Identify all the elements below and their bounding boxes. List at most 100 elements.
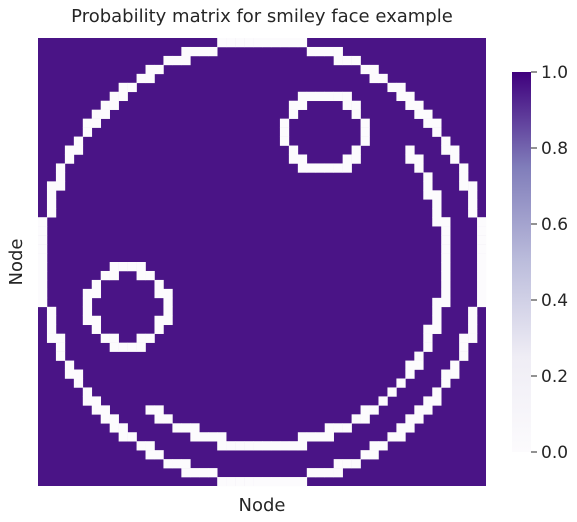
heatmap-cell	[46, 181, 57, 191]
heatmap-cell	[441, 145, 451, 155]
heatmap-cell	[154, 324, 164, 334]
heatmap-cell	[253, 38, 263, 48]
heatmap-cell	[100, 100, 110, 110]
heatmap-cell	[235, 38, 245, 48]
heatmap-cell	[324, 46, 334, 57]
heatmap-cell	[432, 127, 442, 137]
heatmap-cell	[136, 333, 146, 343]
heatmap-cell	[82, 387, 93, 397]
heatmap-cell	[253, 477, 263, 487]
heatmap-cell	[432, 306, 442, 317]
heatmap-cell	[217, 432, 227, 442]
heatmap-cell	[477, 253, 487, 263]
heatmap-cell	[477, 262, 487, 272]
heatmap-cell	[82, 396, 93, 406]
heatmap-cell	[279, 127, 290, 137]
heatmap-cell	[459, 351, 469, 361]
heatmap-cell	[235, 477, 245, 487]
heatmap-cell	[181, 55, 191, 66]
heatmap-cell	[441, 244, 451, 254]
y-axis-label: Node	[6, 239, 27, 286]
heatmap-cell	[459, 342, 469, 352]
heatmap-cell	[154, 414, 164, 424]
heatmap-cell	[145, 333, 155, 343]
heatmap-cell	[38, 297, 48, 308]
heatmap-cell	[226, 441, 236, 451]
heatmap-cell	[82, 118, 93, 128]
heatmap-cell	[55, 342, 66, 352]
heatmap-cell	[64, 360, 75, 370]
heatmap-cell	[405, 91, 415, 102]
heatmap-cell	[244, 441, 254, 451]
heatmap-cell	[46, 190, 57, 200]
heatmap-cell	[477, 279, 487, 290]
heatmap-cell	[459, 172, 469, 182]
heatmap-cell	[288, 145, 299, 155]
heatmap-cell	[82, 315, 93, 326]
heatmap-cell	[270, 441, 281, 451]
heatmap-cell	[38, 279, 48, 290]
heatmap-cell	[351, 414, 361, 424]
heatmap-cell	[91, 288, 102, 299]
heatmap-cell	[360, 405, 370, 415]
heatmap-cell	[190, 432, 200, 442]
heatmap-cell	[405, 360, 415, 370]
heatmap-cell	[360, 450, 370, 460]
heatmap-cell	[423, 190, 433, 200]
heatmap-cell	[163, 288, 173, 299]
heatmap-cell	[91, 324, 102, 334]
heatmap-cell	[396, 432, 406, 442]
colorbar	[512, 72, 531, 452]
heatmap-cell	[450, 369, 460, 379]
heatmap-cell	[432, 190, 442, 200]
heatmap-cell	[100, 414, 110, 424]
heatmap-cell	[306, 468, 317, 478]
heatmap-cell	[441, 262, 451, 272]
heatmap-cell	[315, 91, 326, 102]
heatmap-cell	[468, 315, 478, 326]
heatmap-cell	[270, 477, 281, 487]
heatmap-cell	[387, 387, 397, 397]
heatmap-cell	[109, 414, 119, 424]
colorbar-tick-label: 0.4	[541, 291, 568, 311]
heatmap-cell	[288, 477, 299, 487]
heatmap-cell	[118, 342, 128, 352]
heatmap-cell	[441, 378, 451, 388]
heatmap-cell	[73, 369, 84, 379]
heatmap-cell	[279, 118, 290, 128]
heatmap-cell	[432, 217, 442, 227]
heatmap-cell	[55, 181, 66, 191]
heatmap-cell	[405, 154, 415, 164]
heatmap-cell	[38, 226, 48, 236]
heatmap-cell	[378, 441, 388, 451]
heatmap-cell	[163, 459, 173, 469]
heatmap-cell	[136, 270, 146, 281]
heatmap-cell	[378, 73, 388, 84]
heatmap-cell	[477, 235, 487, 245]
heatmap-cell	[127, 82, 137, 93]
heatmap-cell	[414, 100, 424, 110]
heatmap-cell	[118, 432, 128, 442]
heatmap-cell	[423, 181, 433, 191]
heatmap-cell	[208, 46, 218, 57]
heatmap-cell	[369, 64, 379, 75]
heatmap-cell	[109, 262, 119, 272]
heatmap-cell	[163, 414, 173, 424]
heatmap-cell	[333, 46, 343, 57]
heatmap-cell	[154, 450, 164, 460]
heatmap-cell	[414, 405, 424, 415]
heatmap-cell	[136, 73, 146, 84]
heatmap-cell	[46, 306, 57, 317]
heatmap-cell	[333, 423, 343, 433]
heatmap-cell	[64, 369, 75, 379]
heatmap-cell	[360, 127, 370, 137]
heatmap-cell	[55, 172, 66, 182]
heatmap-cell	[450, 360, 460, 370]
heatmap-cell	[217, 477, 227, 487]
heatmap-cell	[468, 190, 478, 200]
colorbar-tick-label: 1.0	[541, 63, 568, 83]
heatmap-cell	[315, 46, 326, 57]
heatmap-cell	[127, 432, 137, 442]
heatmap-cell	[324, 432, 334, 442]
heatmap-cell	[360, 136, 370, 146]
